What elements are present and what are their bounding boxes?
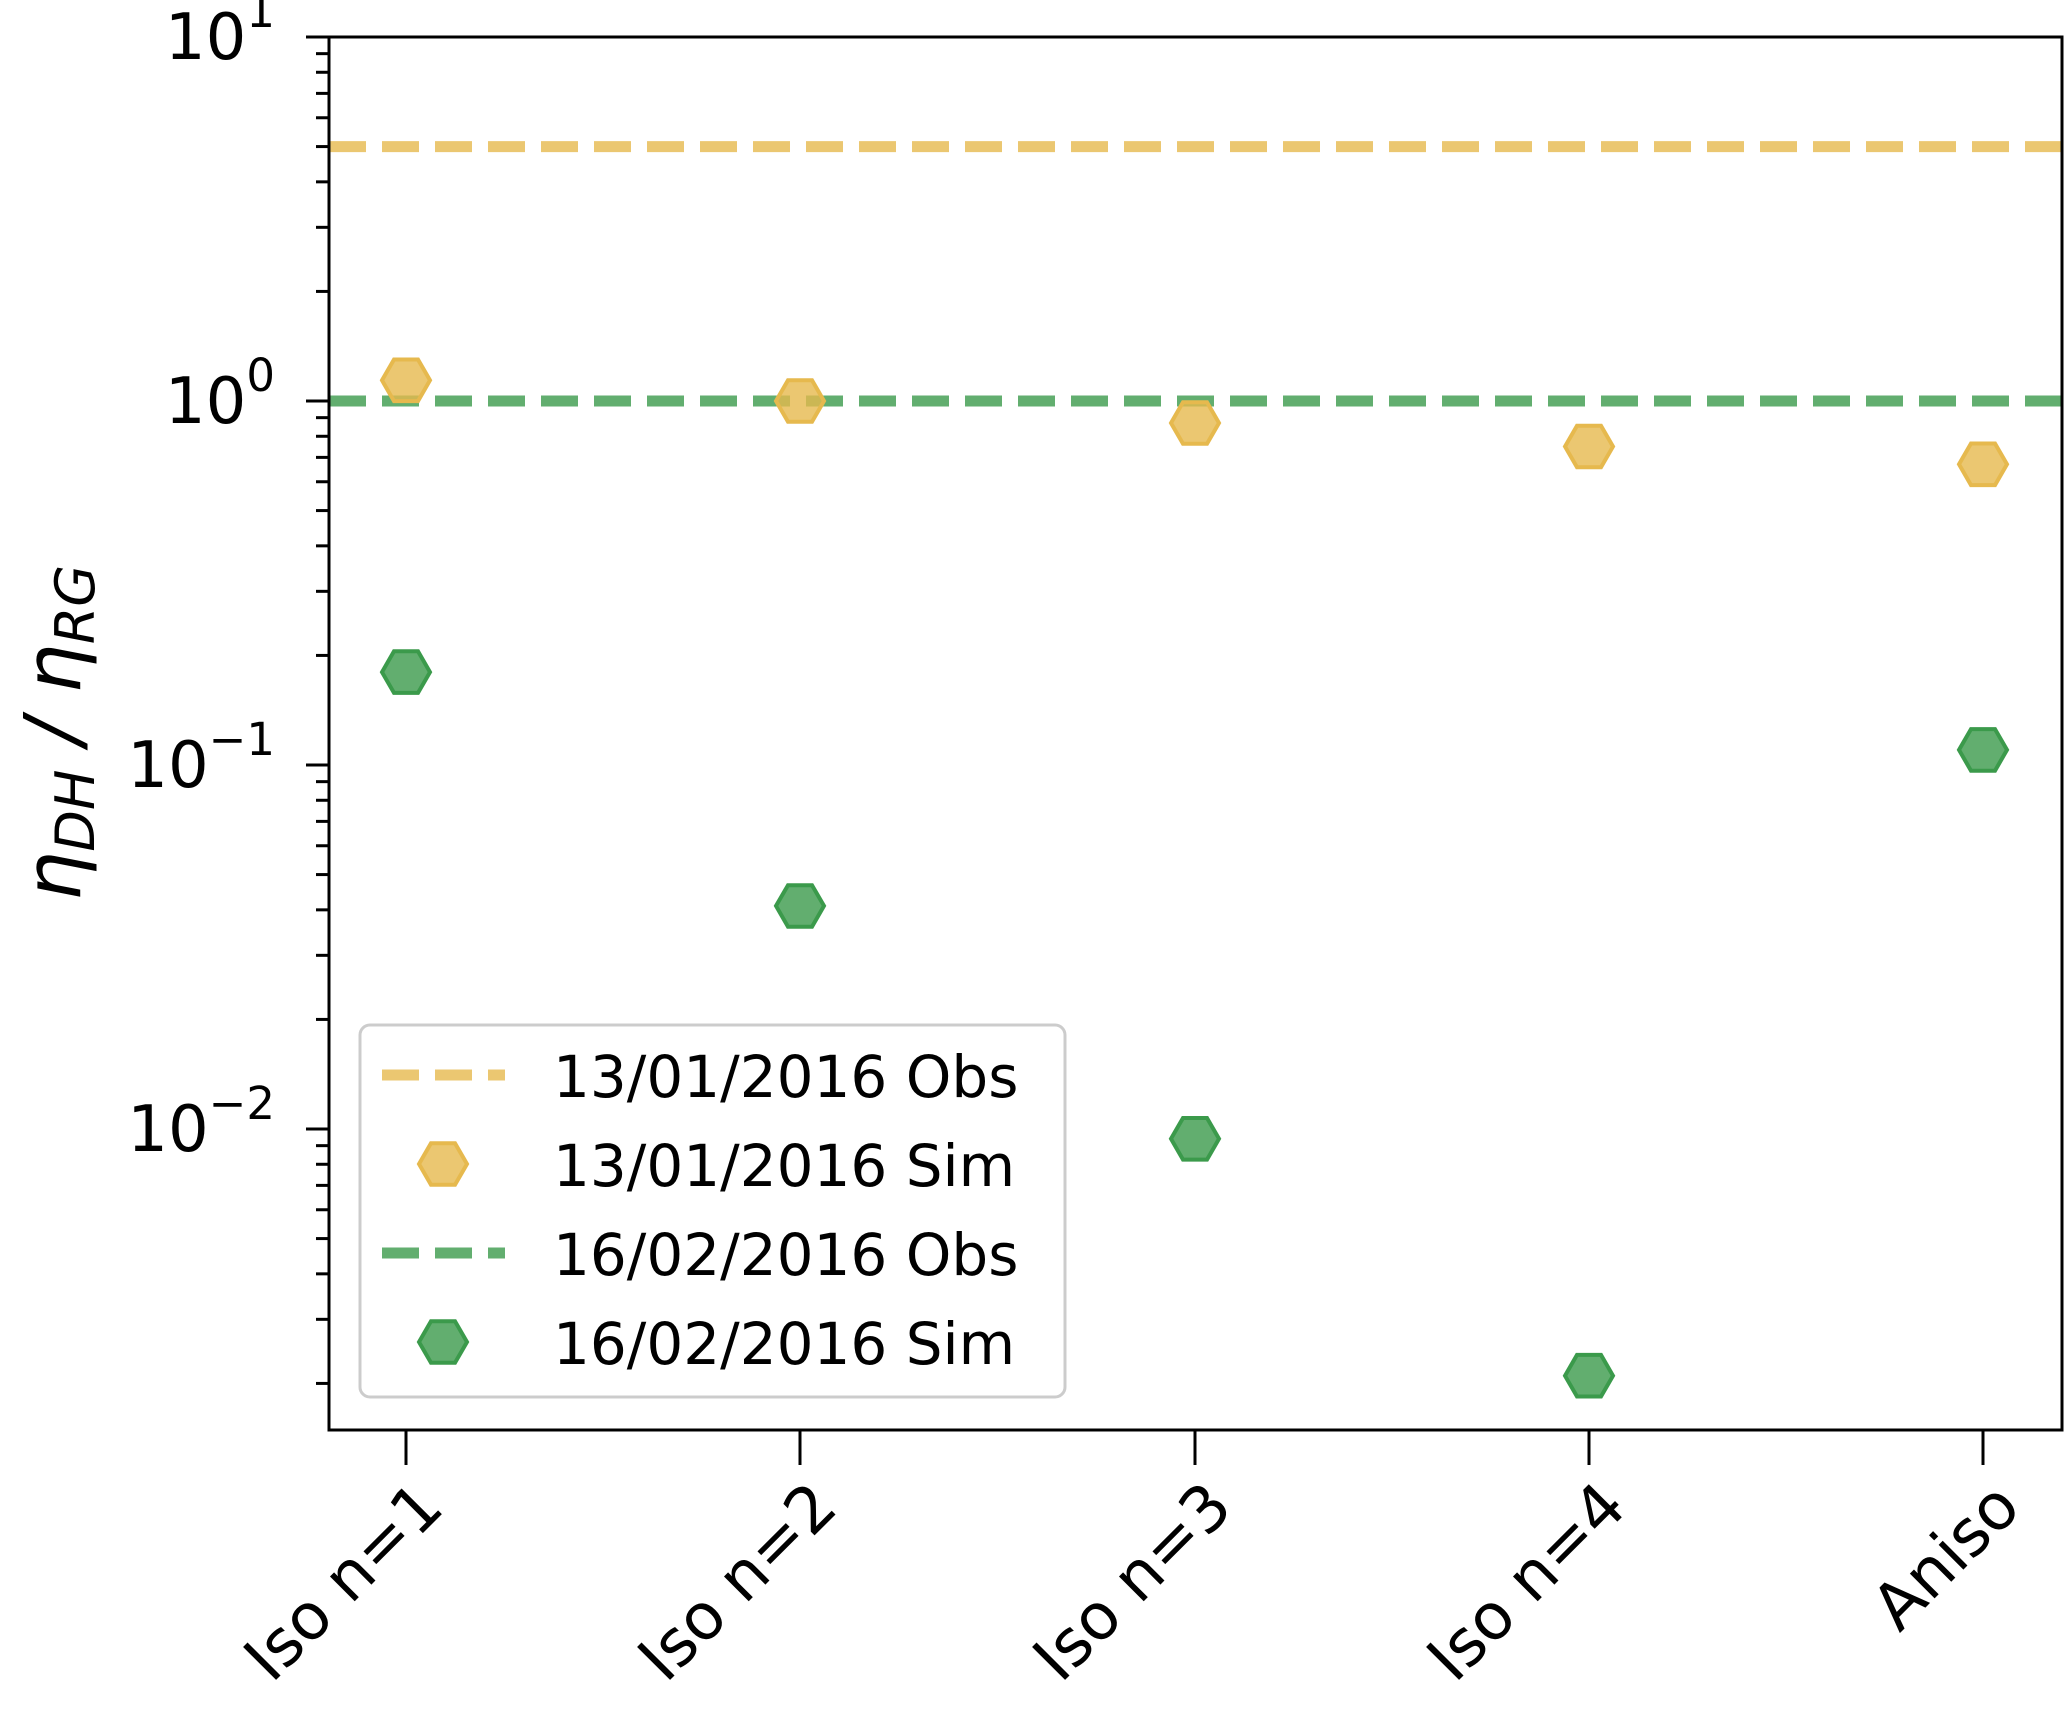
sim-marker bbox=[773, 378, 827, 424]
x-tick-label: Iso n=4 bbox=[1414, 1469, 1641, 1696]
sim-marker bbox=[1168, 400, 1222, 446]
y-tick-label: 10−1 bbox=[127, 713, 275, 803]
x-tick-label: Iso n=3 bbox=[1020, 1469, 1247, 1696]
sim-marker bbox=[1168, 1116, 1222, 1162]
x-tick-label: Aniso bbox=[1859, 1469, 2035, 1645]
sim-marker bbox=[773, 883, 827, 929]
sim-marker bbox=[1562, 423, 1616, 470]
legend-label: 16/02/2016 Sim bbox=[553, 1310, 1015, 1378]
sim-marker bbox=[379, 649, 433, 695]
sim-marker bbox=[1956, 441, 2010, 488]
y-tick-label: 10−2 bbox=[127, 1077, 275, 1167]
legend-marker-swatch bbox=[416, 1141, 470, 1187]
sim-marker bbox=[1956, 727, 2010, 773]
legend-marker-swatch bbox=[416, 1319, 470, 1365]
sim-marker bbox=[1562, 1352, 1616, 1399]
x-tick-label: Iso n=2 bbox=[625, 1469, 852, 1696]
x-tick-label: Iso n=1 bbox=[231, 1469, 458, 1696]
legend-label: 13/01/2016 Sim bbox=[553, 1132, 1015, 1200]
y-tick-label: 101 bbox=[165, 0, 275, 75]
sim-marker bbox=[379, 357, 433, 404]
legend-label: 13/01/2016 Obs bbox=[553, 1043, 1018, 1111]
legend: 13/01/2016 Obs 13/01/2016 Sim 16/02/2016 O… bbox=[358, 1023, 1067, 1399]
y-tick-label: 100 bbox=[165, 349, 275, 439]
y-axis-label: ηDH / ηRG bbox=[9, 565, 107, 901]
legend-label: 16/02/2016 Obs bbox=[553, 1221, 1018, 1289]
